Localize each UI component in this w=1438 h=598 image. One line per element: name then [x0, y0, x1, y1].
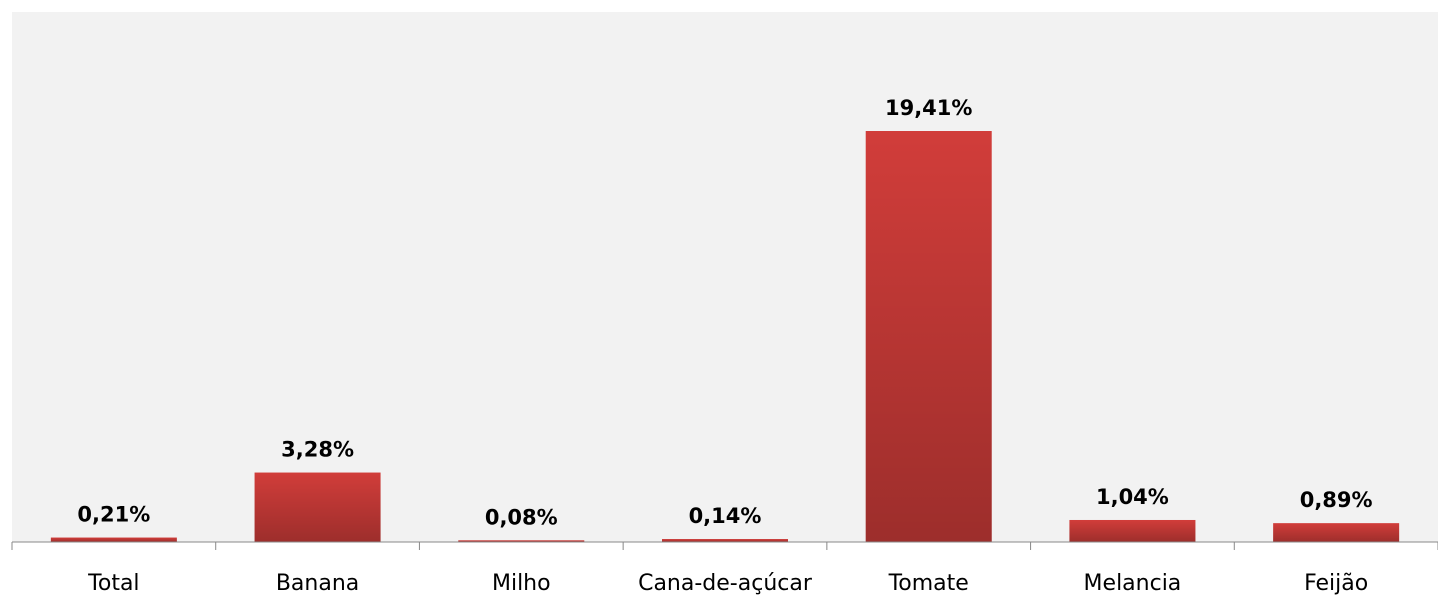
bar-shade	[1273, 523, 1400, 542]
value-label: 0,14%	[689, 504, 762, 528]
value-label: 1,04%	[1096, 485, 1169, 509]
value-label: 3,28%	[281, 438, 354, 462]
x-tick-label: Milho	[492, 571, 551, 596]
bar-shade	[254, 472, 381, 542]
bar-shade	[662, 539, 788, 542]
plot-area	[12, 12, 1438, 542]
value-label: 19,41%	[885, 96, 972, 120]
bar-shade	[458, 540, 585, 542]
x-tick-label: Tomate	[888, 571, 969, 596]
x-tick-label: Feijão	[1304, 571, 1368, 596]
bar-shade	[865, 131, 992, 542]
x-tick-label: Total	[87, 571, 139, 596]
value-label: 0,89%	[1300, 488, 1373, 512]
bar-shade	[1069, 519, 1196, 542]
x-tick-label: Melancia	[1084, 571, 1182, 596]
bar-shade	[50, 537, 177, 542]
x-tick-label: Cana-de-açúcar	[638, 571, 813, 596]
value-label: 0,08%	[485, 505, 558, 529]
value-label: 0,21%	[77, 503, 150, 527]
x-tick-label: Banana	[276, 571, 359, 596]
